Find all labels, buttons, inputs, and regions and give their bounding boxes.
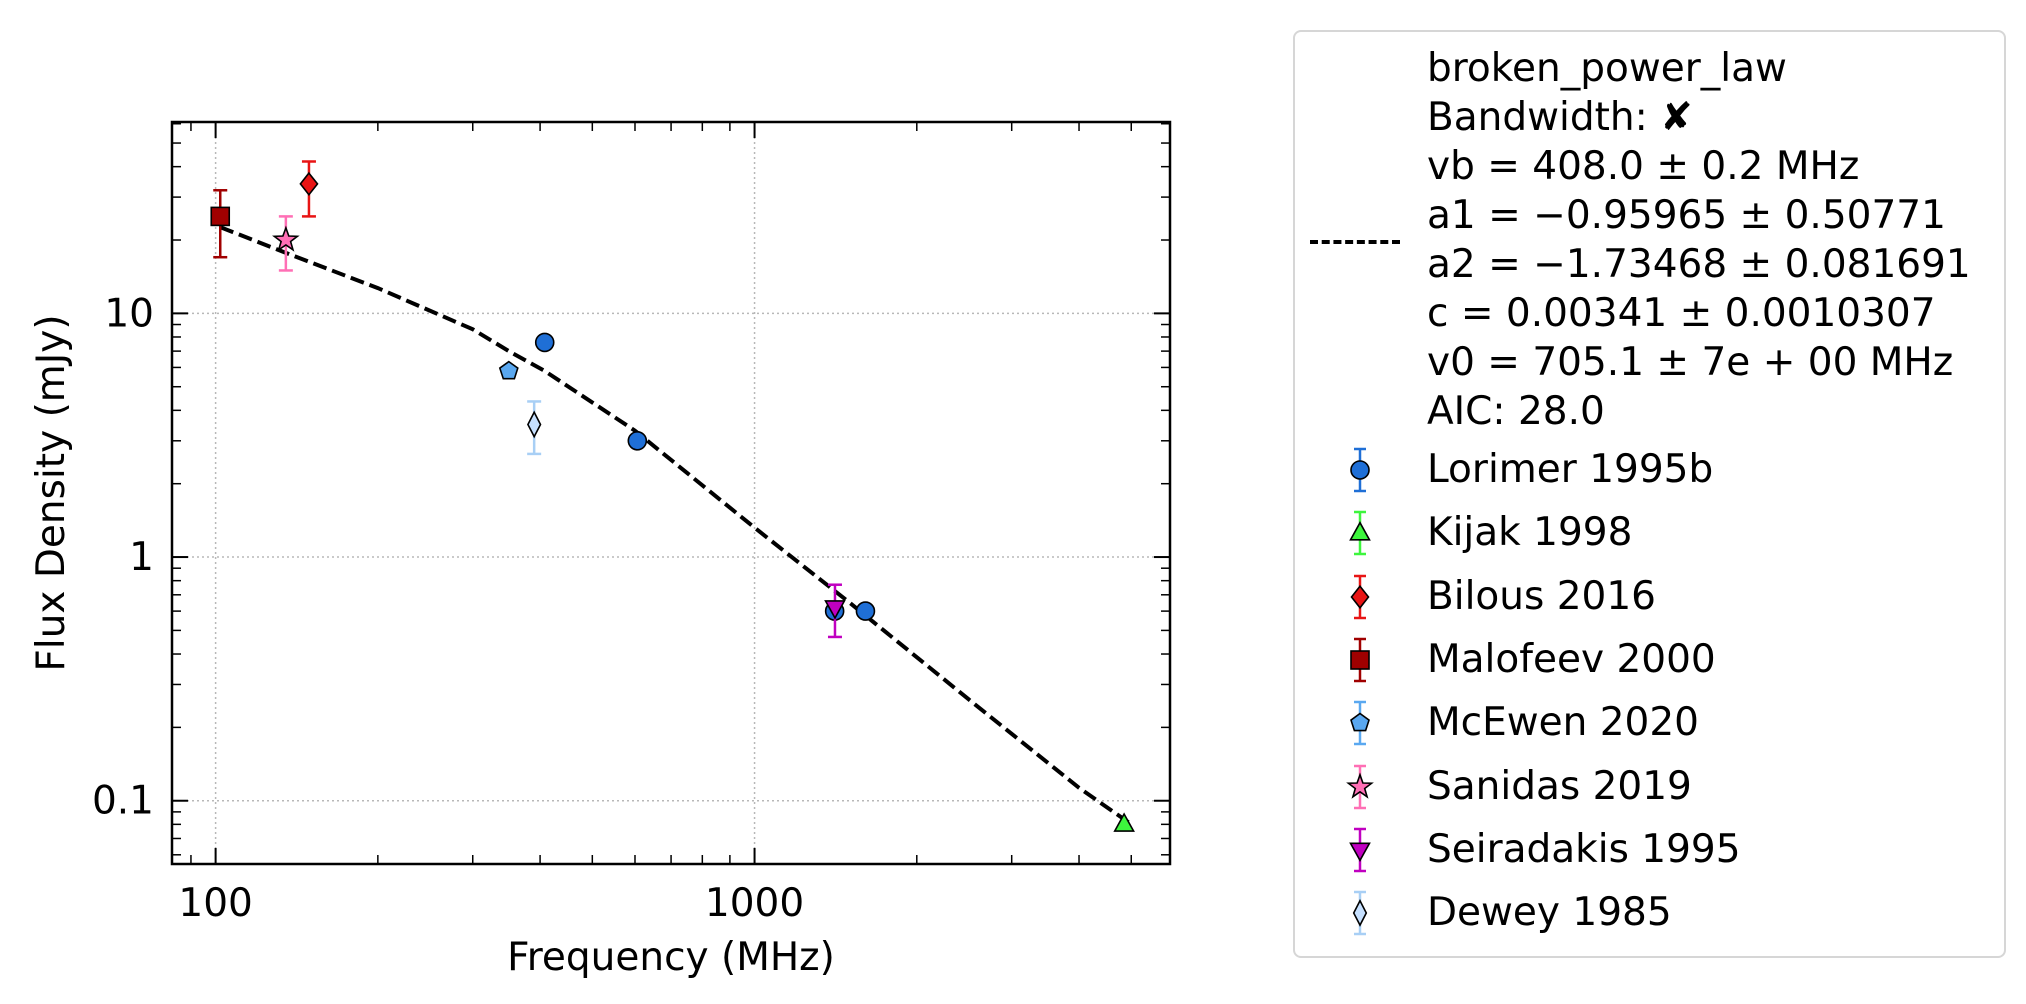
grid-lines [172,122,1170,864]
legend-marker-shape [1349,842,1371,862]
fit-parameter-line: broken_power_law [1427,46,1787,91]
legend-marker-shape [1349,521,1371,541]
fit-parameter-line: v0 = 705.1 ± 7e + 00 MHz [1427,340,1954,385]
bilous-2016-point [299,171,319,196]
legend-marker-shape [1350,460,1370,480]
legend-marker-shape [1350,650,1370,670]
legend-item-sanidas-2019: Sanidas 2019 [1295,762,1995,812]
legend-marker-malofeev-2000 [1350,637,1370,683]
legend-label: Lorimer 1995b [1427,447,1714,492]
legend: broken_power_law Bandwidth: ✘ vb = 408.0 ±… [1293,30,2006,958]
y-tick-label: 10 [104,291,154,336]
fit-parameter-line: a2 = −1.73468 ± 0.081691 [1427,242,1971,287]
legend-marker-sanidas-2019 [1346,764,1374,809]
axis-ticks: 100 1000 0.1 1 10 [92,122,1170,926]
y-axis-label: Flux Density (mJy) [29,314,74,671]
seiradakis-1995-point [824,600,846,620]
legend-marker-shape [1350,712,1370,732]
legend-label: Dewey 1985 [1427,890,1672,936]
legend-marker-bilous-2016 [1350,574,1370,619]
plot-frame [170,120,1172,866]
legend-label: Kijak 1998 [1427,510,1633,556]
fit-parameter-line: vb = 408.0 ± 0.2 MHz [1427,144,1860,189]
x-tick-label: 1000 [705,881,804,926]
legend-marker-dewey-1985 [1352,890,1368,936]
fit-parameter-line: a1 = −0.95965 ± 0.50771 [1427,193,1946,238]
legend-item-seiradakis-1995: Seiradakis 1995 [1295,825,1995,875]
legend-marker-seiradakis-1995 [1349,827,1371,873]
dewey-1985-point [526,410,542,439]
legend-item-lorimer-1995b: Lorimer 1995b [1295,445,1995,495]
mcewen-2020-point [498,360,519,380]
fit-line [219,225,1133,826]
y-tick-label: 1 [129,535,154,580]
lorimer-1995b-point [627,430,648,451]
kijak-1998-point [1113,812,1135,832]
fit-parameter-line: Bandwidth: ✘ [1427,95,1693,140]
lorimer-1995b-point [855,601,876,621]
legend-label: Bilous 2016 [1427,573,1656,619]
legend-item-dewey-1985: Dewey 1985 [1295,888,1995,938]
legend-marker-shape [1350,584,1370,609]
lorimer-1995b-point [534,332,555,353]
legend-item-bilous-2016: Bilous 2016 [1295,572,1995,622]
fit-parameters: broken_power_law Bandwidth: ✘ vb = 408.0 ±… [1427,44,1971,436]
legend-label: McEwen 2020 [1427,700,1699,746]
legend-label: Malofeev 2000 [1427,636,1716,682]
legend-marker-shape [1352,899,1368,927]
x-axis-label: Frequency (MHz) [507,935,835,980]
fit-line-legend-sample [1310,240,1400,244]
fit-parameter-line: AIC: 28.0 [1427,389,1605,434]
legend-label: Sanidas 2019 [1427,763,1692,809]
legend-marker-shape [1346,771,1374,799]
legend-item-mcewen-2020: McEwen 2020 [1295,698,1995,748]
legend-item-malofeev-2000: Malofeev 2000 [1295,635,1995,685]
y-tick-label: 0.1 [92,779,154,824]
data-points [210,160,1135,832]
sanidas-2019-point [272,225,300,252]
legend-label: Seiradakis 1995 [1427,826,1741,872]
legend-marker-kijak-1998 [1349,511,1371,556]
legend-marker-mcewen-2020 [1350,700,1370,746]
legend-marker-lorimer-1995b [1350,447,1370,493]
x-tick-label: 100 [178,881,252,926]
legend-item-kijak-1998: Kijak 1998 [1295,508,1995,558]
fit-parameter-line: c = 0.00341 ± 0.0010307 [1427,291,1936,336]
fit-line-group [219,225,1133,826]
malofeev-2000-point [210,206,231,227]
